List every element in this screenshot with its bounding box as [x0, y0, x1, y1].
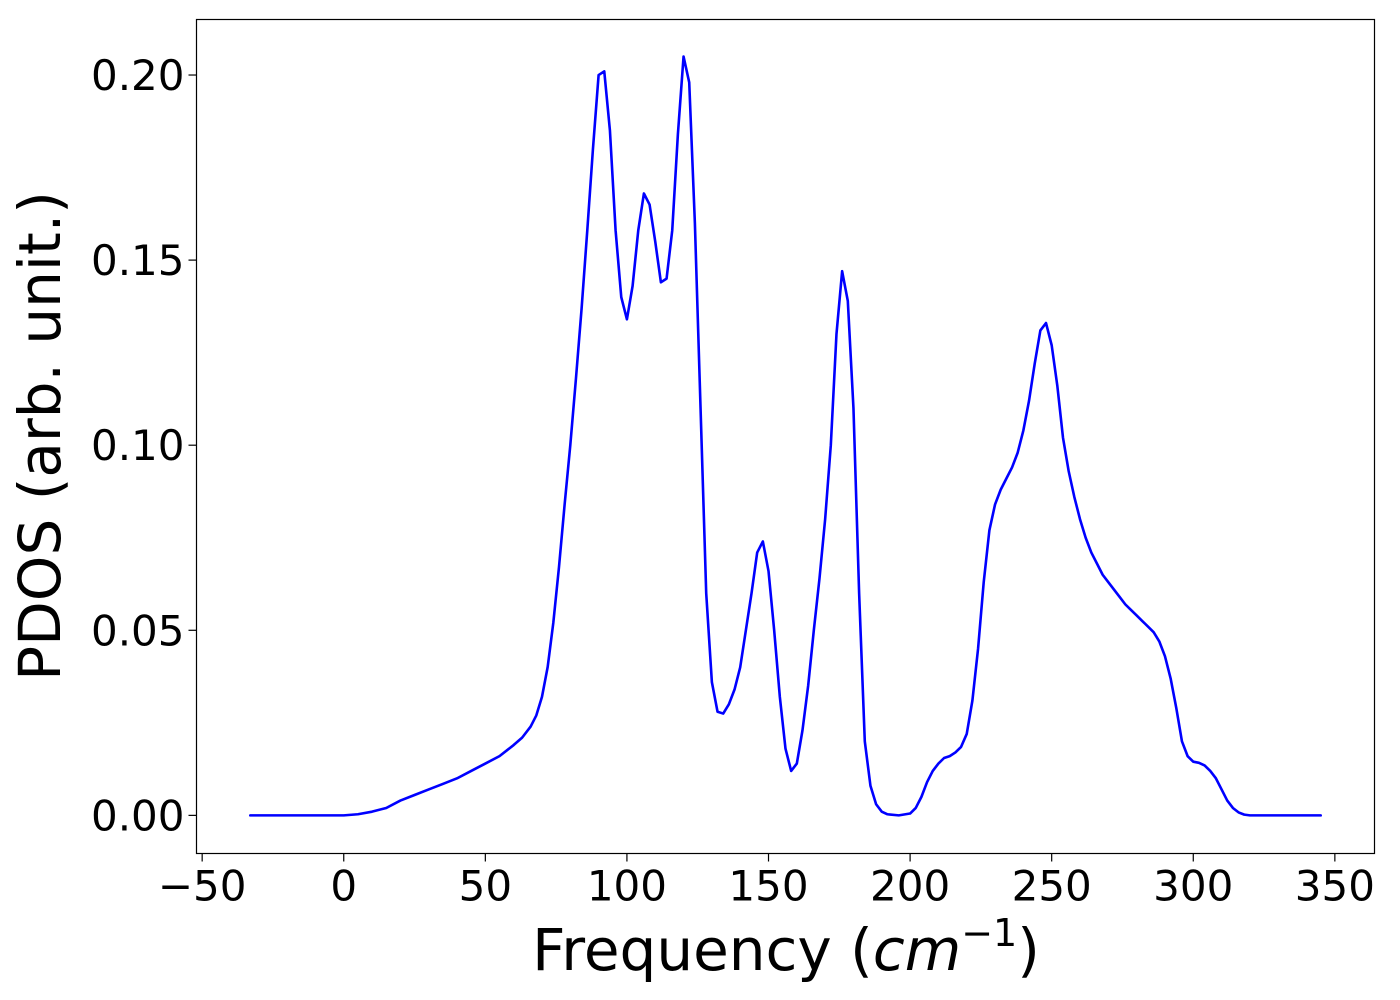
series-layer [249, 55, 1322, 817]
plot-frame [195, 18, 1376, 855]
x-axis-title-unit: cm [873, 916, 961, 984]
y-axis-title: PDOS (arb. unit.) [6, 191, 74, 681]
x-axis-title: Frequency (cm−1) [532, 911, 1040, 984]
x-tick-label: 150 [728, 862, 808, 911]
x-axis-title-close: ) [1017, 916, 1040, 984]
x-tick-label: 200 [870, 862, 950, 911]
x-tick-label: −50 [158, 862, 247, 911]
x-axis-ticks: −50 0 50 100 150 200 250 300 350 [158, 853, 1375, 911]
x-axis-title-main: Frequency ( [532, 916, 873, 984]
x-tick-label: 300 [1153, 862, 1233, 911]
y-tick-label: 0.05 [91, 606, 185, 655]
y-tick-label: 0.10 [91, 421, 185, 470]
x-tick-label: 100 [587, 862, 667, 911]
x-tick-label: 0 [330, 862, 357, 911]
y-axis-ticks: 0.00 0.05 0.10 0.15 0.20 [91, 51, 197, 840]
y-tick-label: 0.00 [91, 791, 185, 840]
x-axis-title-exponent: −1 [961, 911, 1017, 955]
y-tick-label: 0.20 [91, 51, 185, 100]
y-tick-label: 0.15 [91, 236, 185, 285]
x-tick-label: 250 [1012, 862, 1092, 911]
x-tick-label: 50 [459, 862, 512, 911]
pdos-series-line [249, 55, 1322, 817]
x-tick-label: 350 [1295, 862, 1375, 911]
